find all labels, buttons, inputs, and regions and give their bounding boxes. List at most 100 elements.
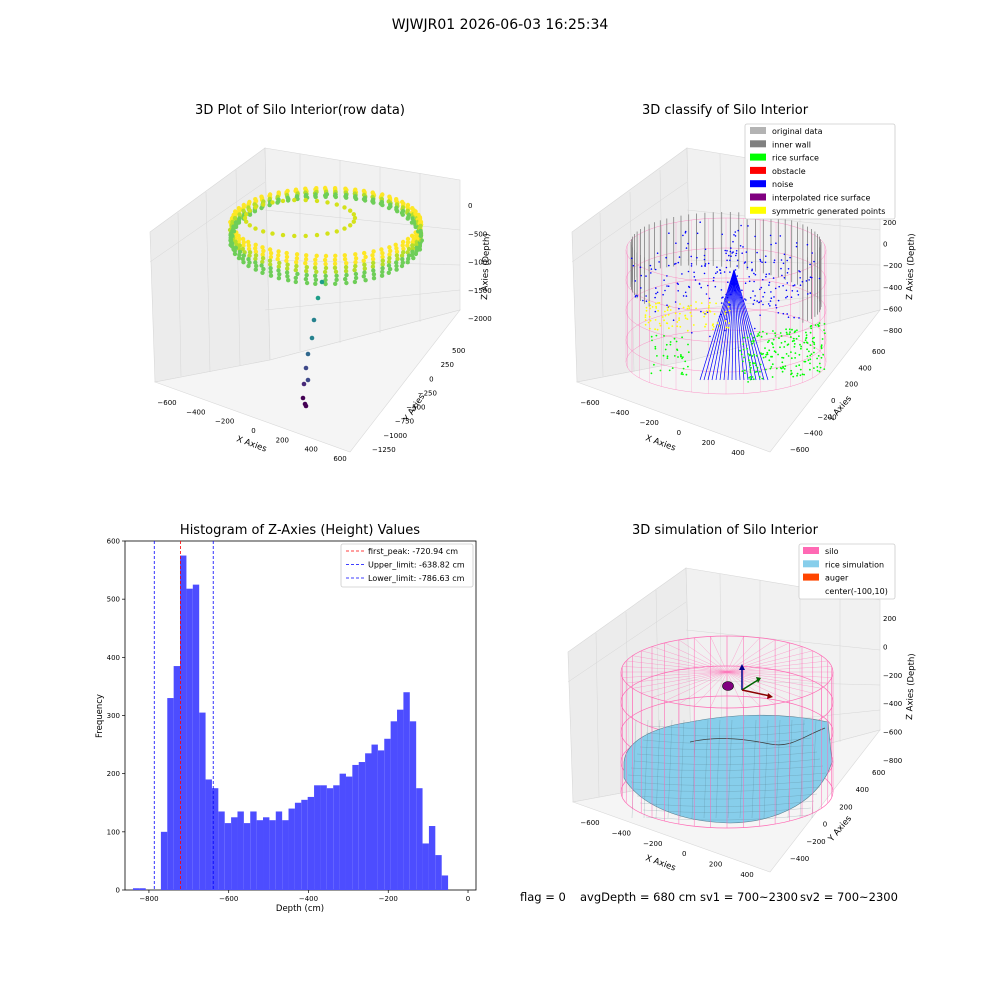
noise-point — [775, 242, 777, 244]
raw-point — [406, 253, 412, 258]
raw-point — [313, 194, 318, 200]
rice-surface-point — [766, 351, 769, 354]
noise-point — [684, 291, 687, 294]
noise-point — [732, 240, 734, 243]
noise-point — [759, 258, 761, 261]
symmetric-point — [665, 322, 668, 324]
rice-surface-point — [749, 376, 752, 378]
symmetric-point — [666, 309, 669, 311]
noise-point — [733, 269, 741, 381]
raw-point — [334, 273, 339, 278]
noise-point — [809, 263, 811, 266]
rice-surface-point — [786, 344, 789, 346]
raw-point — [267, 247, 273, 252]
raw-point — [242, 215, 248, 221]
symmetric-point — [703, 315, 706, 318]
noise-point — [708, 297, 711, 300]
raw-point — [286, 278, 291, 283]
rice-surface-point — [823, 329, 825, 331]
rice-surface-point — [749, 378, 752, 381]
symmetric-point — [661, 316, 664, 318]
noise-point — [668, 232, 670, 234]
rice-surface-point — [680, 373, 683, 375]
silo-spoke — [726, 671, 744, 708]
noise-point — [756, 251, 758, 254]
raw-point — [313, 281, 318, 286]
sim-y-tick: −200 — [806, 838, 825, 846]
raw-point — [305, 377, 311, 383]
rice-surface-point — [782, 365, 784, 368]
raw-xlabel: X Axies — [235, 434, 268, 454]
silo-spoke — [726, 646, 803, 673]
rice-surface-point — [664, 348, 667, 351]
symmetric-point — [678, 319, 680, 321]
noise-point — [635, 294, 637, 297]
raw-point — [232, 251, 238, 257]
raw-point — [386, 259, 392, 265]
rice-mesh-line — [715, 719, 721, 819]
classify-y-tick: −400 — [804, 430, 823, 438]
noise-point — [786, 259, 788, 262]
rice-surface-point — [767, 341, 769, 344]
rice-surface-point — [754, 362, 756, 365]
raw-point — [253, 205, 258, 210]
noise-point — [715, 272, 717, 275]
rice-surface-point — [748, 359, 750, 362]
raw-point — [406, 256, 411, 262]
silo-ring — [625, 307, 827, 373]
symmetric-point — [725, 326, 728, 329]
rice-surface-point — [682, 373, 684, 376]
noise-point — [789, 256, 791, 259]
symmetric-point — [704, 325, 706, 328]
rice-surface-point — [817, 324, 820, 327]
sim-z-tick: −600 — [883, 729, 902, 737]
rice-surface-point — [770, 355, 772, 358]
raw-point — [394, 260, 399, 265]
noise-point — [691, 332, 693, 334]
raw-point — [352, 267, 357, 273]
raw-point — [228, 242, 233, 248]
rice-surface-point — [666, 355, 669, 358]
rice-surface-point — [751, 355, 754, 357]
rice-surface-point — [814, 324, 817, 326]
noise-point — [714, 285, 717, 288]
classify-legend: original data inner wall rice surface obsta… — [744, 123, 896, 220]
noise-point — [673, 263, 676, 265]
noise-point — [640, 274, 642, 277]
hist-bar — [384, 738, 391, 890]
raw-point — [363, 254, 368, 260]
panel-title-histogram: Histogram of Z-Axies (Height) Values — [179, 523, 421, 538]
noise-point — [772, 277, 775, 279]
rice-surface-point — [809, 358, 812, 361]
hist-bar — [275, 811, 283, 890]
raw-point — [388, 248, 393, 254]
classify-xlabel: X Axies — [644, 433, 677, 453]
raw-point — [322, 257, 328, 263]
rice-surface-point — [799, 374, 802, 377]
noise-point — [782, 262, 785, 265]
raw-point — [237, 252, 242, 258]
sim-y-tick: 600 — [872, 769, 885, 777]
rice-surface-point — [759, 370, 761, 373]
silo-spoke — [664, 642, 728, 673]
noise-point — [733, 269, 737, 381]
symmetric-point — [712, 323, 714, 326]
rice-mesh-line — [787, 719, 793, 819]
noise-point — [774, 287, 777, 290]
noise-point — [779, 235, 782, 237]
rice-surface-point — [800, 347, 802, 350]
noise-point — [733, 269, 765, 381]
noise-point — [690, 255, 692, 258]
panel-histogram: −800 −600 −400 −200 0 0 100 200 300 400 500 600 De… — [95, 538, 477, 914]
classify-legend-label: obstacle — [772, 167, 806, 176]
raw-point — [270, 200, 275, 205]
raw-point — [342, 257, 348, 262]
hist-bar — [132, 888, 140, 890]
raw-point — [246, 239, 251, 245]
raw-x-tick: −600 — [157, 399, 176, 407]
rice-surface-point — [768, 339, 770, 342]
rice-surface-point — [813, 347, 816, 349]
sim-y-tick: 0 — [823, 821, 827, 829]
raw-point — [231, 229, 237, 234]
rice-surface-point — [741, 370, 744, 372]
